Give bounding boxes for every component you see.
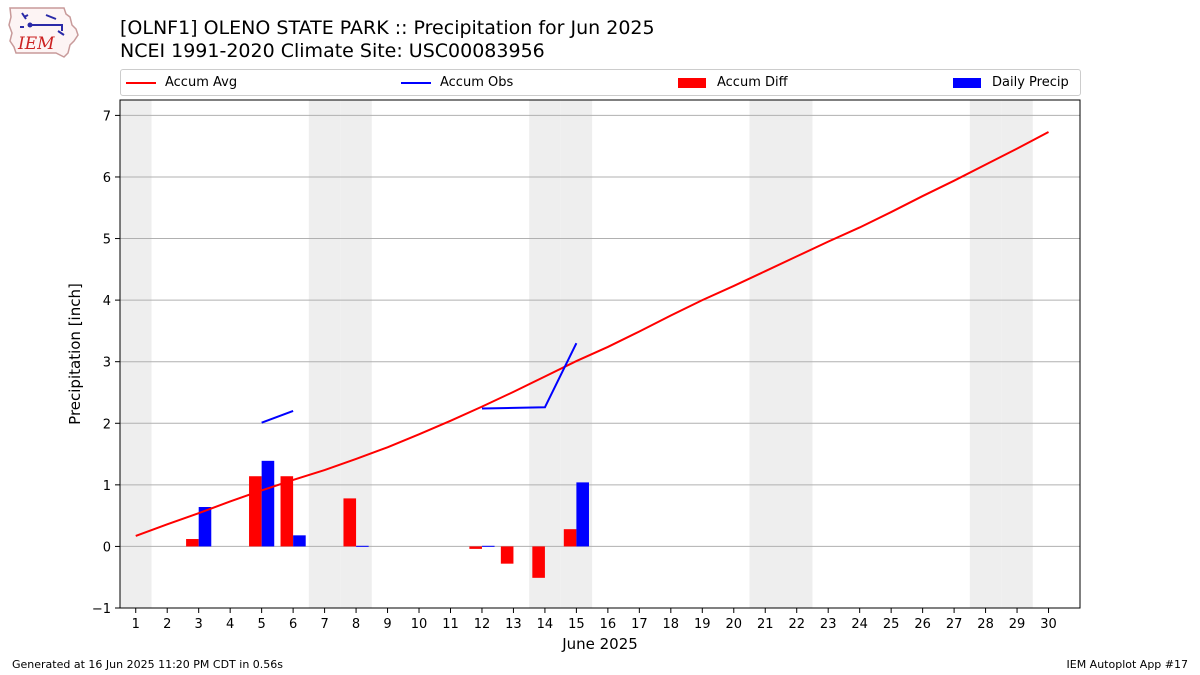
- iem-logo: IEM: [6, 5, 82, 63]
- weekend-band-28: [969, 100, 1002, 608]
- accum-avg-line: [135, 131, 1049, 537]
- accum-diff-bar-13: [500, 546, 514, 564]
- x-tick-label-2: 2: [163, 617, 171, 632]
- x-tick-label-12: 12: [474, 617, 491, 632]
- x-tick-label-28: 28: [977, 617, 994, 632]
- x-axis-label: June 2025: [561, 635, 638, 653]
- x-tick-label-3: 3: [195, 617, 203, 632]
- accum-diff-bar-3: [186, 539, 199, 547]
- legend-label-accum-diff: Accum Diff: [717, 75, 788, 90]
- y-tick-label-5: 5: [103, 233, 111, 248]
- y-tick-label-6: 6: [103, 171, 111, 186]
- daily-precip-bar-5: [261, 460, 275, 547]
- x-tick-label-10: 10: [411, 617, 428, 632]
- x-tick-label-22: 22: [788, 617, 805, 632]
- legend-swatch-daily-precip: [953, 77, 981, 88]
- y-tick-label-2: 2: [103, 417, 111, 432]
- x-tick-label-14: 14: [537, 617, 554, 632]
- x-tick-label-4: 4: [226, 617, 234, 632]
- x-tick-label-24: 24: [851, 617, 868, 632]
- legend-label-accum-avg: Accum Avg: [165, 75, 238, 90]
- x-tick-label-16: 16: [600, 617, 617, 632]
- legend: Accum Avg Accum Obs Accum Diff Daily Pre…: [120, 69, 1081, 96]
- y-tick-label-0: 0: [103, 540, 111, 555]
- y-tick-label-3: 3: [103, 356, 111, 371]
- daily-precip-bar-6: [293, 535, 306, 547]
- legend-swatch-accum-avg: [126, 81, 156, 84]
- legend-label-daily-precip: Daily Precip: [992, 75, 1069, 90]
- daily-precip-bar-15: [576, 482, 589, 547]
- accum-diff-bar-8: [343, 498, 357, 547]
- legend-item-accum-diff: Accum Diff: [678, 70, 788, 95]
- weekend-band-21: [749, 100, 781, 608]
- x-tick-label-1: 1: [132, 617, 140, 632]
- legend-swatch-accum-diff: [678, 77, 706, 88]
- x-tick-label-23: 23: [820, 617, 837, 632]
- y-axis-label: Precipitation [inch]: [66, 283, 84, 425]
- x-tick-label-27: 27: [946, 617, 963, 632]
- y-tick-label-7: 7: [103, 109, 111, 124]
- x-tick-label-25: 25: [883, 617, 900, 632]
- legend-item-daily-precip: Daily Precip: [953, 70, 1069, 95]
- plot-frame: [119, 99, 1081, 609]
- weekend-band-22: [780, 100, 813, 608]
- weekend-band-29: [1001, 100, 1033, 608]
- accum-obs-line-2: [481, 342, 578, 410]
- x-tick-label-7: 7: [320, 617, 328, 632]
- x-tick-label-5: 5: [257, 617, 265, 632]
- y-tick-label--1: −1: [92, 602, 111, 617]
- x-tick-label-29: 29: [1009, 617, 1026, 632]
- x-tick-label-21: 21: [757, 617, 774, 632]
- legend-swatch-accum-obs: [401, 81, 431, 84]
- legend-item-accum-avg: Accum Avg: [126, 70, 237, 95]
- footer-generated: Generated at 16 Jun 2025 11:20 PM CDT in…: [12, 658, 284, 671]
- legend-label-accum-obs: Accum Obs: [440, 75, 514, 90]
- x-tick-label-9: 9: [383, 617, 391, 632]
- footer-app: IEM Autoplot App #17: [1066, 658, 1189, 671]
- weekend-band-14: [529, 100, 561, 608]
- y-tick-label-1: 1: [103, 479, 111, 494]
- chart-title: [OLNF1] OLENO STATE PARK :: Precipitatio…: [120, 17, 655, 39]
- svg-text:IEM: IEM: [17, 34, 55, 54]
- chart-subtitle: NCEI 1991-2020 Climate Site: USC00083956: [120, 40, 545, 62]
- accum-diff-bar-14: [532, 546, 545, 578]
- x-tick-label-20: 20: [725, 617, 742, 632]
- x-tick-label-11: 11: [442, 617, 459, 632]
- legend-item-accum-obs: Accum Obs: [401, 70, 513, 95]
- x-tick-label-30: 30: [1040, 617, 1057, 632]
- x-tick-label-8: 8: [352, 617, 360, 632]
- accum-obs-line-1: [261, 410, 294, 424]
- accum-diff-bar-15: [563, 529, 577, 547]
- x-tick-label-18: 18: [663, 617, 680, 632]
- weekend-band-1: [120, 100, 152, 608]
- x-tick-label-17: 17: [631, 617, 648, 632]
- x-tick-label-6: 6: [289, 617, 297, 632]
- weekend-band-7: [308, 100, 341, 608]
- accum-diff-bar-6: [280, 476, 294, 547]
- x-tick-label-19: 19: [694, 617, 711, 632]
- x-tick-label-15: 15: [568, 617, 585, 632]
- daily-precip-bar-8: [356, 545, 369, 547]
- y-tick-label-4: 4: [103, 294, 111, 309]
- accum-diff-bar-12: [469, 546, 482, 549]
- daily-precip-bar-12: [481, 545, 495, 547]
- daily-precip-bar-3: [198, 507, 212, 547]
- x-tick-label-13: 13: [505, 617, 522, 632]
- accum-diff-bar-5: [249, 476, 262, 547]
- x-tick-label-26: 26: [914, 617, 931, 632]
